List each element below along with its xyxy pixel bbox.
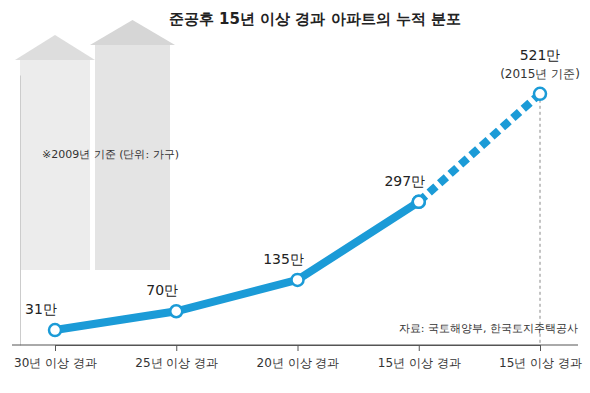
data-label: 135만	[263, 251, 304, 267]
point-marker	[170, 305, 182, 317]
x-tick-label: 15년 이상 경과	[378, 356, 461, 370]
chart-svg: 30년 이상 경과 25년 이상 경과 20년 이상 경과 15년 이상 경과 15년 …	[0, 0, 590, 393]
point-marker	[49, 324, 61, 336]
subtitle: ※2009년 기준 (단위: 가구)	[42, 148, 179, 161]
source-note: 자료: 국토해양부, 한국토지주택공사	[399, 322, 578, 335]
building-roof	[15, 35, 95, 60]
x-tick-label: 20년 이상 경과	[257, 356, 340, 370]
chart-container: 30년 이상 경과 25년 이상 경과 20년 이상 경과 15년 이상 경과 15년 …	[0, 0, 590, 393]
series-line	[419, 94, 540, 202]
x-tick-label: 15년 이상 경과	[499, 356, 582, 370]
baseline	[12, 345, 578, 346]
y-axis	[20, 76, 21, 346]
x-tick-mark	[176, 345, 177, 351]
x-axis: 30년 이상 경과 25년 이상 경과 20년 이상 경과 15년 이상 경과 15년 …	[14, 345, 582, 370]
background-illustration	[15, 20, 175, 270]
x-tick: 25년 이상 경과	[135, 345, 218, 370]
drop-line	[540, 94, 541, 345]
x-tick: 15년 이상 경과	[499, 345, 582, 370]
building-roof	[90, 20, 175, 45]
x-tick: 20년 이상 경과	[257, 345, 340, 370]
chart-title: 준공후 15년 이상 경과 아파트의 누적 분포	[169, 10, 461, 28]
point-marker	[413, 196, 425, 208]
x-tick-mark	[540, 345, 541, 351]
data-label: 31만	[25, 301, 57, 317]
data-label: 297만	[384, 173, 425, 189]
data-label: 521만	[520, 47, 561, 63]
data-label: 70만	[146, 282, 178, 298]
point-marker	[413, 196, 425, 208]
annotation: (2015년 기준)	[500, 67, 580, 81]
x-tick-label: 25년 이상 경과	[135, 356, 218, 370]
plot-area	[49, 88, 546, 336]
x-tick-mark	[419, 345, 420, 351]
x-tick: 15년 이상 경과	[378, 345, 461, 370]
x-tick-mark	[55, 345, 56, 351]
x-tick: 30년 이상 경과	[14, 345, 97, 370]
building-shape	[20, 60, 90, 270]
series-line	[55, 202, 419, 330]
x-tick-label: 30년 이상 경과	[14, 356, 97, 370]
y-axis-line	[20, 76, 21, 346]
point-marker	[292, 274, 304, 286]
point-marker	[534, 88, 546, 100]
x-tick-mark	[298, 345, 299, 351]
